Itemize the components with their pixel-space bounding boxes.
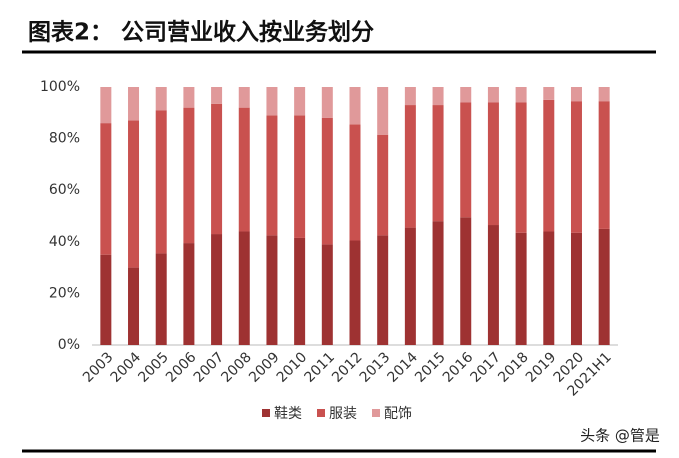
bar-segment: [570, 101, 582, 233]
bar-segment: [377, 87, 389, 135]
x-tick-label: 2009: [246, 349, 283, 386]
bar-segment: [432, 87, 444, 106]
x-tick-label: 2008: [218, 349, 255, 386]
bar-segment: [515, 87, 527, 103]
bar-segment: [155, 87, 167, 111]
x-tick-label: 2004: [108, 349, 145, 386]
x-tick-label: 2010: [274, 349, 311, 386]
bar-segment: [404, 227, 416, 345]
bar-segment: [294, 115, 306, 238]
bar-segment: [128, 87, 140, 121]
bar-segment: [487, 87, 499, 103]
legend-label: 配饰: [384, 406, 412, 422]
y-tick-label: 100%: [40, 79, 80, 95]
x-tick-label: 2019: [523, 349, 560, 386]
y-tick-label: 40%: [49, 234, 80, 250]
bar-segment: [238, 87, 250, 108]
bar-segment: [211, 87, 223, 104]
bar-segment: [598, 87, 610, 102]
x-tick-label: 2007: [191, 349, 228, 386]
bar-segment: [238, 231, 250, 345]
x-tick-label: 2012: [329, 349, 366, 386]
bar-segment: [515, 102, 527, 233]
bar-segment: [460, 87, 472, 103]
bar-segment: [294, 87, 306, 116]
bar-segment: [128, 120, 140, 268]
x-tick-label: 2013: [357, 349, 394, 386]
bar-segment: [294, 237, 306, 345]
x-tick-label: 2006: [163, 349, 200, 386]
y-tick-label: 20%: [49, 285, 80, 301]
bar-segment: [100, 254, 112, 345]
bar-segment: [266, 87, 278, 116]
bar-segment: [100, 87, 112, 124]
bar-segment: [570, 87, 582, 102]
y-tick-label: 60%: [49, 182, 80, 198]
legend-swatch: [372, 409, 380, 417]
bar-segment: [266, 235, 278, 345]
bar-segment: [377, 235, 389, 345]
bar-segment: [349, 87, 361, 125]
bar-segment: [183, 107, 195, 244]
y-tick-label: 0%: [58, 337, 80, 353]
bar-segment: [404, 87, 416, 106]
bar-segment: [515, 232, 527, 345]
bar-segment: [377, 134, 389, 236]
bar-segment: [598, 228, 610, 345]
bar-segment: [183, 87, 195, 108]
x-tick-label: 2005: [135, 349, 172, 386]
bar-segment: [155, 110, 167, 254]
x-tick-label: 2011: [301, 349, 338, 386]
bar-segment: [487, 225, 499, 345]
bar-segment: [211, 234, 223, 345]
bar-segment: [211, 103, 223, 235]
bar-segment: [432, 105, 444, 222]
bar-segment: [487, 102, 499, 226]
y-tick-label: 80%: [49, 131, 80, 147]
bar-segment: [321, 87, 333, 118]
legend-label: 服装: [329, 406, 357, 422]
x-tick-label: 2017: [468, 349, 505, 386]
bar-segment: [460, 217, 472, 345]
x-tick-label: 2014: [385, 349, 422, 386]
bar-segment: [321, 117, 333, 245]
bar-segment: [570, 232, 582, 345]
bar-segment: [598, 101, 610, 229]
bar-segment: [349, 240, 361, 345]
x-tick-label: 2015: [412, 349, 449, 386]
legend-swatch: [262, 409, 270, 417]
bar-segment: [183, 243, 195, 345]
bar-segment: [543, 99, 555, 232]
bar-segment: [349, 124, 361, 241]
bar-segment: [404, 105, 416, 228]
bar-segment: [321, 244, 333, 345]
bar-segment: [100, 123, 112, 255]
bar-segment: [460, 102, 472, 218]
bar-segment: [543, 231, 555, 345]
bar-segment: [543, 87, 555, 100]
bar-segment: [155, 253, 167, 345]
bar-segment: [128, 267, 140, 345]
bar-segment: [266, 115, 278, 236]
watermark: 头条 @管是: [580, 427, 660, 445]
legend-swatch: [317, 409, 325, 417]
bar-segment: [432, 221, 444, 345]
x-tick-label: 2018: [495, 349, 532, 386]
legend-label: 鞋类: [274, 406, 302, 422]
x-tick-label: 2003: [80, 349, 117, 386]
x-tick-label: 2016: [440, 349, 477, 386]
bar-segment: [238, 107, 250, 232]
chart-title: 图表2： 公司营业收入按业务划分: [28, 19, 374, 46]
